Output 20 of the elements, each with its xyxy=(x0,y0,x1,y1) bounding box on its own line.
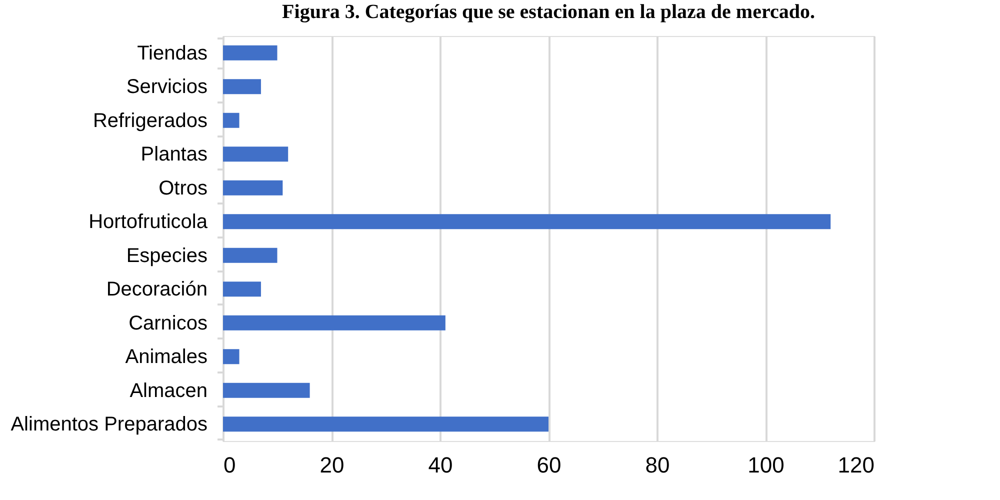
x-tick-label: 0 xyxy=(224,452,236,478)
y-tick-label: Decoración xyxy=(106,278,208,301)
y-tick-label: Plantas xyxy=(140,144,208,166)
y-tick-label: Alimentos Preparados xyxy=(10,414,208,436)
x-tick-label: 80 xyxy=(645,452,670,478)
x-tick-label: 60 xyxy=(536,452,562,478)
x-tick-label: 40 xyxy=(428,452,453,478)
y-tick-label: Hortofruticola xyxy=(88,211,208,234)
y-tick-label: Tiendas xyxy=(137,42,208,64)
y-tick-label: Carnicos xyxy=(128,312,208,334)
x-tick-label: 100 xyxy=(748,452,784,478)
y-tick-label: Almacen xyxy=(130,380,208,402)
x-tick-label: 20 xyxy=(320,452,344,478)
x-tick-label: 120 xyxy=(838,452,874,478)
y-tick-label: Refrigerados xyxy=(92,110,208,132)
y-tick-label: Servicios xyxy=(126,76,208,98)
y-tick-label: Animales xyxy=(125,346,208,368)
chart-title: Figura 3. Categorías que se estacionan en la plaza de mercado. xyxy=(282,1,815,23)
y-tick-label: Otros xyxy=(158,177,208,200)
y-tick-label: Especies xyxy=(126,244,208,267)
